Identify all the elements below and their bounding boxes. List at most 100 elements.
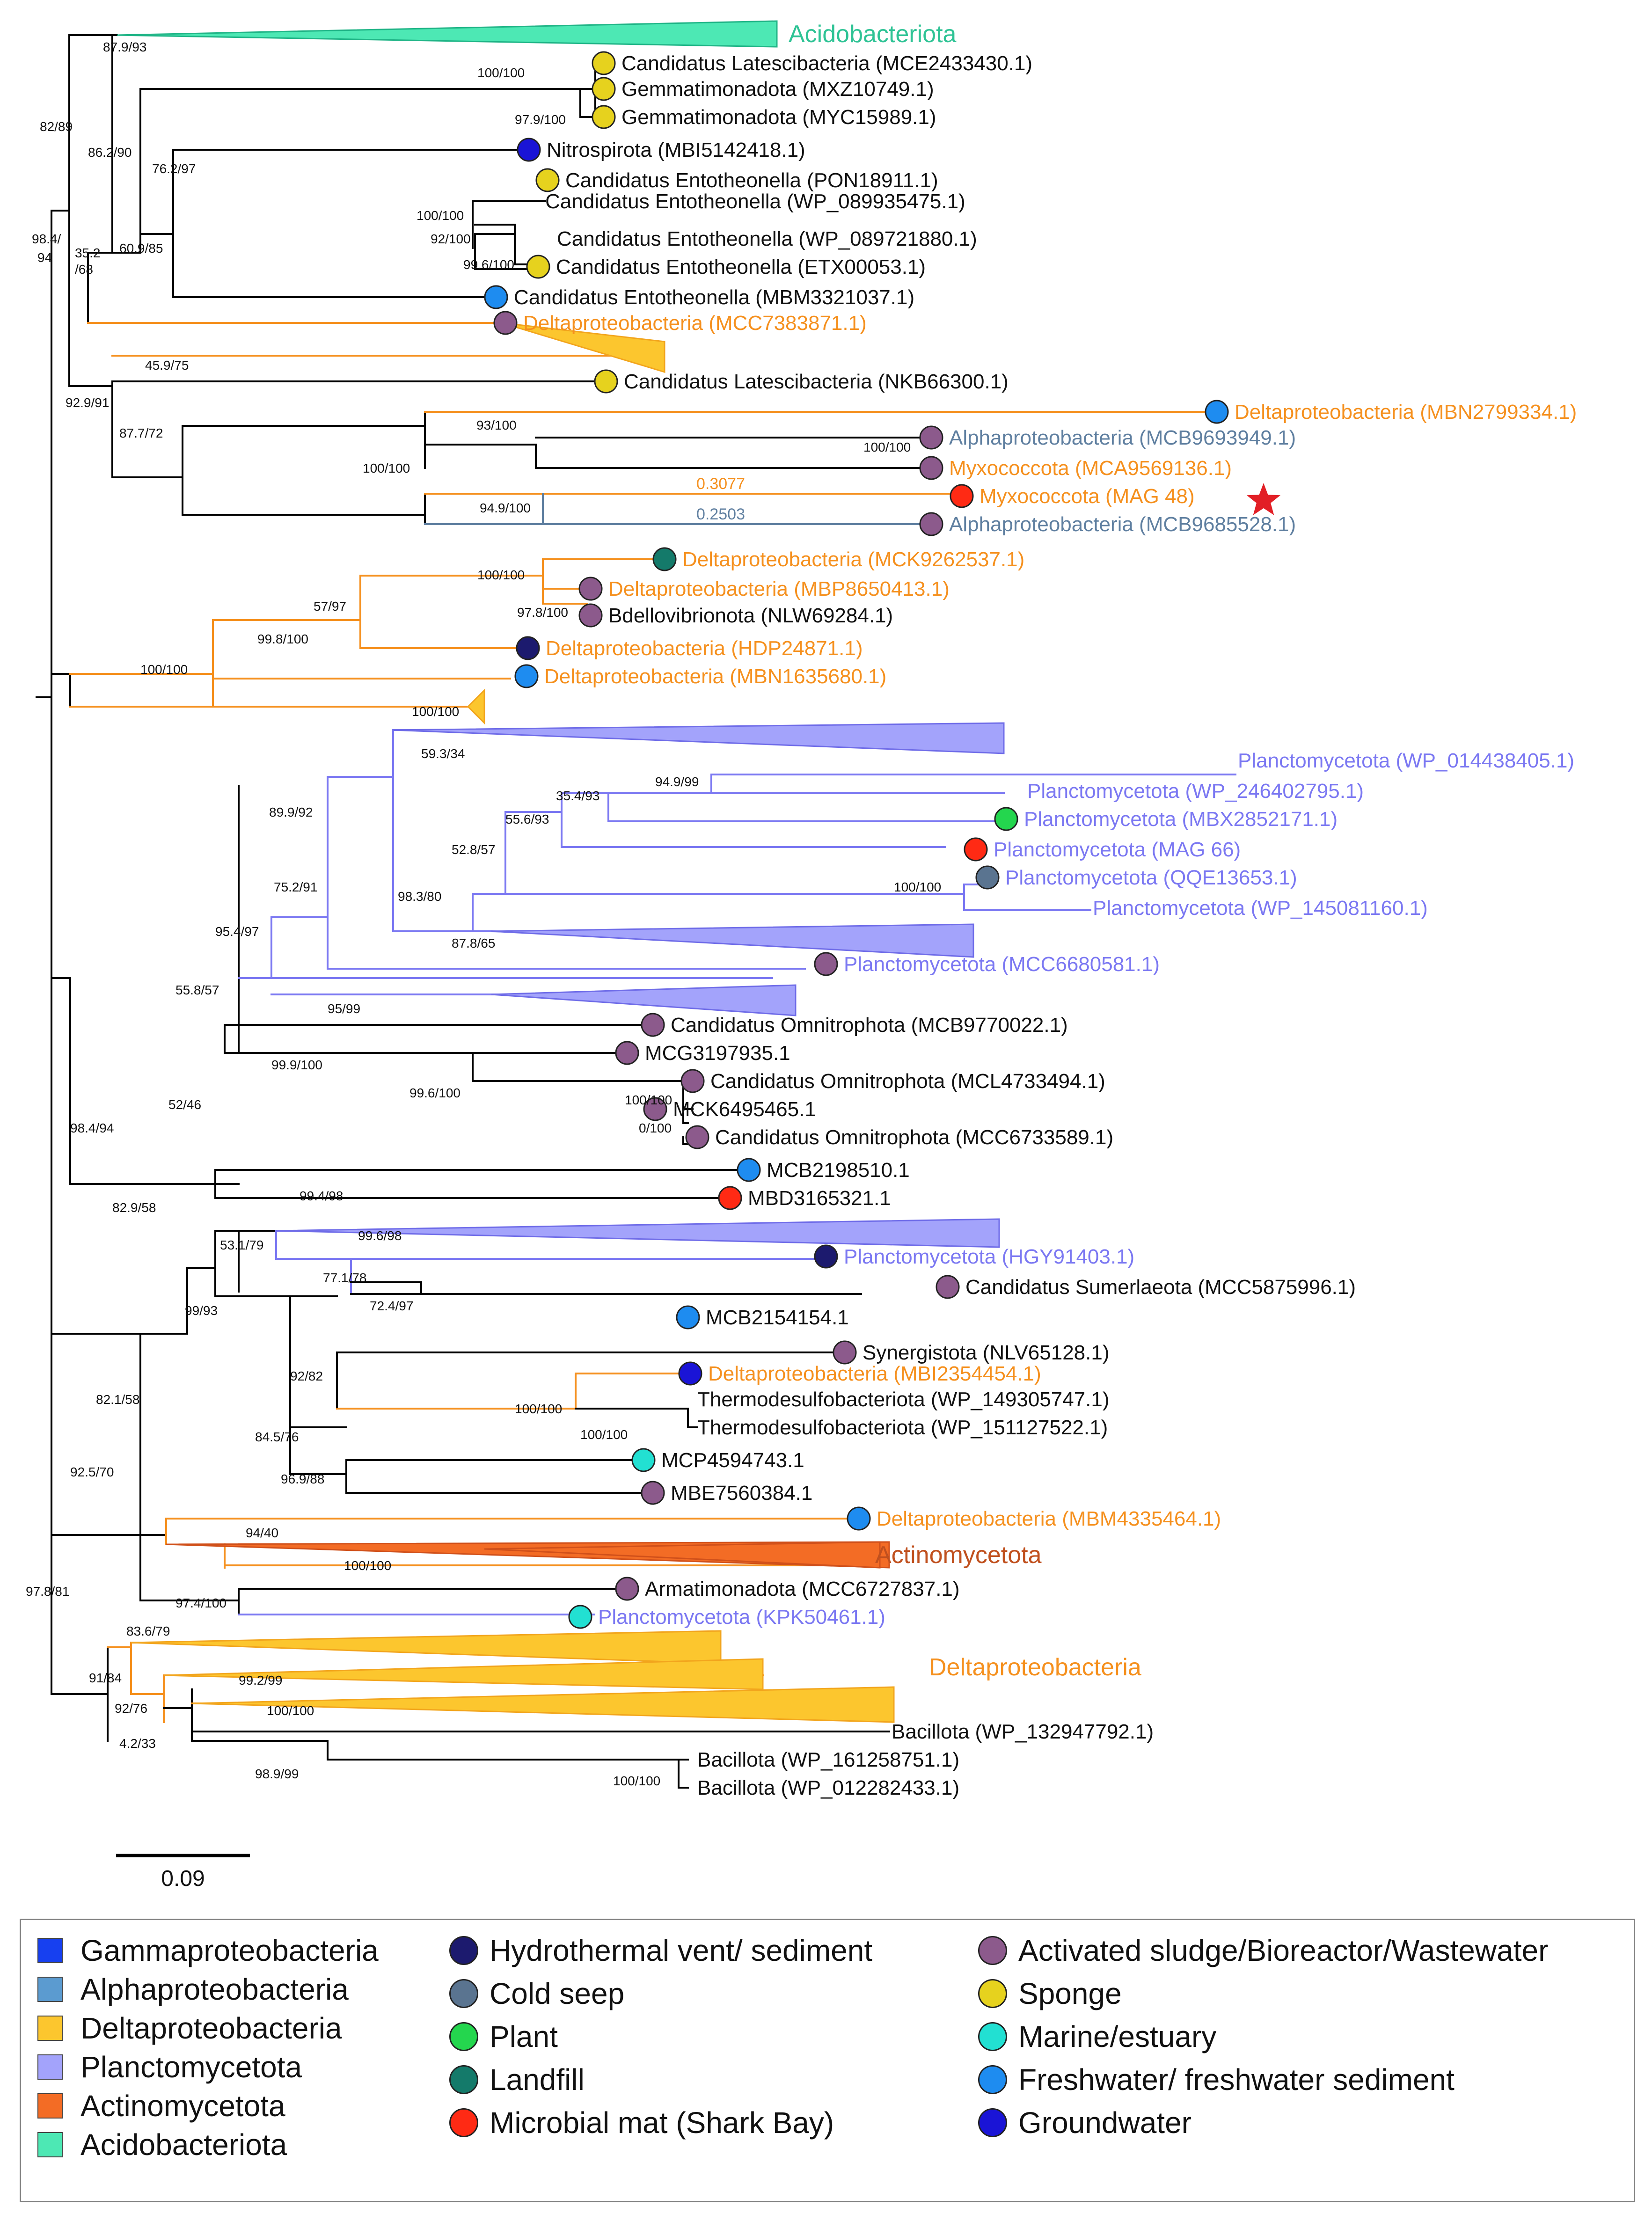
support-value: 100/100 xyxy=(477,568,525,582)
scale-bar: 0.09 xyxy=(116,1854,250,1891)
support-value: 35.2 xyxy=(75,246,101,260)
tip-label: Bdellovibrionota (NLW69284.1) xyxy=(608,604,893,627)
tip-label: Bacillota (WP_012282433.1) xyxy=(697,1776,959,1799)
legend-entry: Microbial mat (Shark Bay) xyxy=(449,2104,834,2141)
support-value: 82.9/58 xyxy=(112,1200,156,1215)
support-value: 0/100 xyxy=(639,1121,672,1135)
support-value: 98.4/94 xyxy=(70,1121,114,1135)
support-value: /68 xyxy=(75,262,93,277)
clade-label: Acidobacteriota xyxy=(789,21,957,48)
legend-entry: Gammaproteobacteria xyxy=(37,1932,379,1969)
tip-label: Armatimonadota (MCC6727837.1) xyxy=(645,1578,960,1600)
support-value: 99.2/99 xyxy=(239,1673,282,1688)
legend-label: Microbial mat (Shark Bay) xyxy=(490,2106,834,2140)
support-value: 99.4/98 xyxy=(300,1189,343,1203)
support-value: 98.4/ xyxy=(32,232,61,246)
support-value: 100/100 xyxy=(894,880,941,894)
tip-label: Myxococcota (MAG 48) xyxy=(980,485,1195,508)
legend-label: Marine/estuary xyxy=(1018,2020,1217,2053)
legend xyxy=(20,1919,1635,2202)
tip-label: Planctomycetota (MAG 66) xyxy=(994,838,1241,861)
habitat-dot xyxy=(847,1506,871,1531)
tip-label: Candidatus Omnitrophota (MCB9770022.1) xyxy=(671,1014,1068,1037)
legend-entry: Deltaproteobacteria xyxy=(37,2009,342,2047)
habitat-dot xyxy=(676,1305,700,1330)
habitat-dot xyxy=(678,1361,702,1386)
legend-entry: Landfill xyxy=(449,2061,585,2098)
habitat-dot xyxy=(919,512,943,536)
legend-entry: Acidobacteriota xyxy=(37,2126,287,2163)
support-value: 87.7/72 xyxy=(119,426,163,440)
legend-label: Hydrothermal vent/ sediment xyxy=(490,1934,873,1967)
legend-label: Activated sludge/Bioreactor/Wastewater xyxy=(1018,1934,1549,1967)
support-values: 87.9/93 82/89 98.4/94 100/100 97.9/100 86.2/9… xyxy=(26,40,941,1788)
clade-label: Deltaproteobacteria xyxy=(929,1654,1141,1681)
habitat-dot xyxy=(484,285,508,309)
tip-label: Candidatus Entotheonella (PON18911.1) xyxy=(565,169,938,192)
habitat-dot xyxy=(685,1125,709,1149)
support-value: 60.9/85 xyxy=(119,241,163,256)
tip-label: Planctomycetota (HGY91403.1) xyxy=(844,1245,1134,1268)
support-value: 99.6/100 xyxy=(409,1086,461,1100)
support-value: 98.9/99 xyxy=(255,1767,299,1781)
collapsed-clade xyxy=(501,322,665,373)
support-value: 100/100 xyxy=(344,1558,391,1573)
tip-label: Candidatus Entotheonella (MBM3321037.1) xyxy=(514,286,914,309)
habitat-dot xyxy=(737,1158,761,1182)
tip-label: MCG3197935.1 xyxy=(645,1042,790,1065)
legend-swatch xyxy=(37,2132,63,2157)
tip-label: MCB2198510.1 xyxy=(767,1159,910,1182)
legend-label: Cold seep xyxy=(490,1977,625,2010)
legend-swatch xyxy=(978,1979,1007,2008)
support-value: 100/100 xyxy=(515,1402,562,1416)
legend-label: Landfill xyxy=(490,2063,585,2097)
tip-label: Planctomycetota (QQE13653.1) xyxy=(1005,866,1297,889)
support-value: 100/100 xyxy=(363,461,410,475)
legend-label: Groundwater xyxy=(1018,2106,1191,2140)
tip-label: Deltaproteobacteria (MBP8650413.1) xyxy=(608,577,950,600)
support-value: 86.2/90 xyxy=(88,145,132,160)
legend-label: Alphaproteobacteria xyxy=(80,1973,349,2006)
support-value: 95/99 xyxy=(328,1001,360,1016)
legend-entry: Alphaproteobacteria xyxy=(37,1971,349,2008)
tip-label: MBE7560384.1 xyxy=(671,1482,812,1505)
legend-swatch xyxy=(978,1936,1007,1965)
collapsed-clade xyxy=(467,688,485,725)
collapsed-clade xyxy=(163,1658,764,1690)
legend-swatch xyxy=(37,2054,63,2080)
legend-swatch xyxy=(37,2093,63,2119)
support-value: 84.5/76 xyxy=(255,1430,299,1444)
tip-label: Myxococcota (MCA9569136.1) xyxy=(949,457,1232,480)
support-value: 99.9/100 xyxy=(271,1058,322,1072)
legend-label: Acidobacteriota xyxy=(80,2128,287,2162)
habitat-dot xyxy=(592,77,616,101)
support-value: 91/84 xyxy=(89,1671,122,1685)
tip-label: Alphaproteobacteria (MCB9685528.1) xyxy=(949,513,1296,536)
collapsed-clade xyxy=(131,1630,722,1665)
clade-label: Actinomycetota xyxy=(875,1542,1042,1569)
habitat-dot xyxy=(919,425,943,450)
tip-label: MBD3165321.1 xyxy=(748,1187,891,1210)
clade-labels: Acidobacteriota Actinomycetota Deltaproteo… xyxy=(789,21,1141,1681)
habitat-dot xyxy=(936,1275,960,1299)
support-value: 100/100 xyxy=(863,440,911,454)
habitat-dot xyxy=(631,1448,656,1472)
habitat-dot xyxy=(493,311,518,335)
habitat-dot xyxy=(514,664,539,688)
tip-label: Bacillota (WP_132947792.1) xyxy=(892,1720,1154,1743)
legend-swatch xyxy=(37,2016,63,2041)
tip-label: Planctomycetota (KPK50461.1) xyxy=(598,1606,885,1629)
support-value: 4.2/33 xyxy=(119,1736,156,1751)
support-value: 92.9/91 xyxy=(66,395,109,410)
legend-label: Plant xyxy=(490,2020,558,2053)
collapsed-clade xyxy=(491,984,797,1016)
tip-label: Planctomycetota (MBX2852171.1) xyxy=(1024,808,1338,831)
support-value: 82.1/58 xyxy=(96,1392,139,1407)
branch-length-label: 0.2503 xyxy=(696,505,745,523)
support-value: 100/100 xyxy=(580,1427,628,1442)
legend-swatch xyxy=(449,2065,478,2094)
habitat-dot xyxy=(1205,400,1229,424)
legend-label: Freshwater/ freshwater sediment xyxy=(1018,2063,1455,2097)
legend-entry: Marine/estuary xyxy=(978,2018,1216,2055)
support-value: 82/89 xyxy=(40,119,73,134)
